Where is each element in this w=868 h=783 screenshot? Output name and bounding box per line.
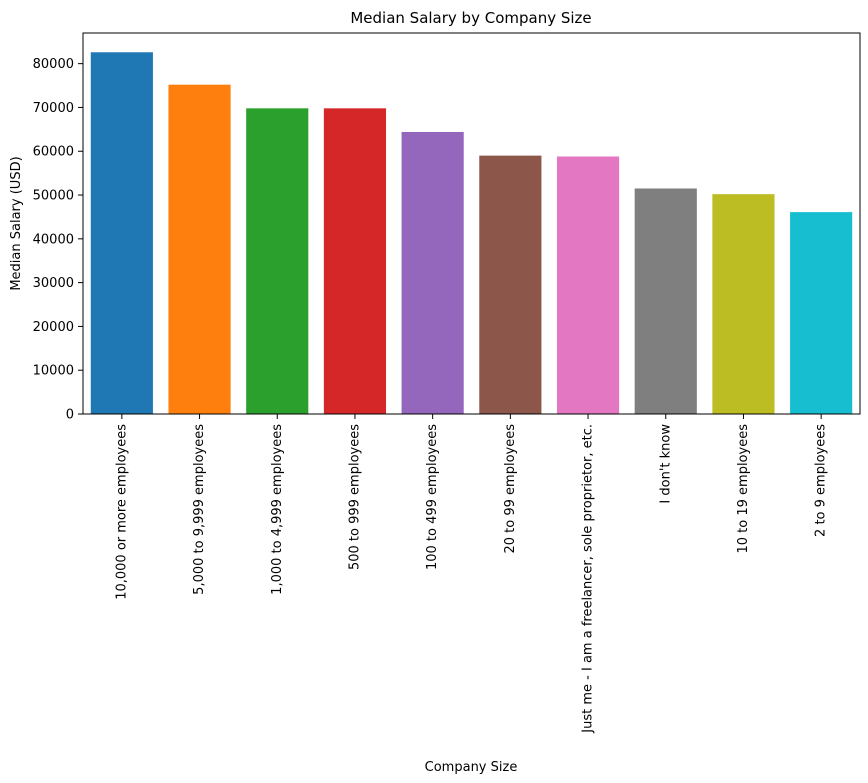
x-tick-label: 20 to 99 employees	[503, 424, 518, 554]
y-tick-label: 30000	[33, 276, 74, 291]
bar-5	[401, 131, 464, 414]
plot-frame	[82, 32, 861, 415]
x-axis-ticks: 10,000 or more employees 5,000 to 9,999 e…	[114, 414, 829, 734]
x-tick-label: 10 to 19 employees	[736, 424, 751, 554]
y-tick-label: 50000	[33, 189, 74, 204]
bar-4	[323, 108, 387, 414]
x-tick-label: 5,000 to 9,999 employees	[192, 424, 207, 595]
x-tick-label: 10,000 or more employees	[114, 424, 129, 600]
x-tick-label: 1,000 to 4,999 employees	[270, 424, 285, 595]
y-tick-label: 70000	[33, 101, 74, 116]
bar-7	[556, 156, 620, 414]
y-axis-label: Median Salary (USD)	[9, 156, 24, 290]
bars-group	[90, 52, 853, 415]
bar-6	[479, 155, 542, 414]
chart-title: Median Salary by Company Size	[350, 9, 591, 27]
x-tick-label: 2 to 9 employees	[814, 424, 829, 537]
x-tick-label: Just me - I am a freelancer, sole propri…	[581, 424, 596, 734]
bar-10	[790, 212, 853, 414]
bar-2	[168, 84, 231, 415]
y-tick-label: 0	[66, 408, 74, 423]
y-tick-label: 10000	[33, 364, 74, 379]
bar-8	[634, 188, 697, 414]
y-tick-label: 80000	[33, 57, 74, 72]
y-tick-label: 20000	[33, 320, 74, 335]
bar-9	[712, 194, 775, 414]
x-tick-label: I don't know	[658, 424, 673, 504]
y-axis-ticks: 0 10000 20000 30000 40000 50000 60000 70000 8000…	[33, 57, 83, 423]
y-tick-label: 40000	[33, 232, 74, 247]
x-tick-label: 100 to 499 employees	[425, 424, 440, 570]
y-tick-label: 60000	[33, 145, 74, 160]
x-tick-label: 500 to 999 employees	[347, 424, 362, 570]
bar-1	[90, 52, 153, 415]
x-axis-label: Company Size	[425, 760, 518, 775]
bar-3	[246, 108, 309, 414]
